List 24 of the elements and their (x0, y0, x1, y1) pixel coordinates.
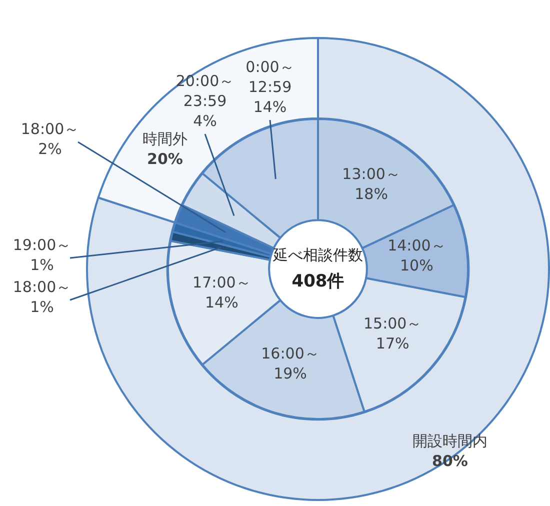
slice-label: 15:00～ (363, 314, 422, 333)
data-label: 1% (30, 256, 54, 274)
text: 408件 (292, 271, 344, 292)
slice-label: 開設時間内 (412, 432, 488, 450)
data-label: 1% (30, 298, 54, 316)
text: 延べ相談件数 (272, 246, 363, 264)
slice-label: 18:00～ (20, 120, 80, 138)
data-label: 18% (354, 184, 388, 203)
slice-label: 13:00～ (342, 164, 400, 183)
data-label: 19% (274, 364, 307, 382)
slice-label: 14:00～ (388, 236, 446, 254)
data-label: 17% (376, 334, 410, 353)
data-label: 10% (400, 256, 434, 274)
slice-label: 18:00～ (12, 278, 72, 296)
slice-label: 16:00～ (261, 344, 320, 362)
slice-label: 19:00～ (12, 236, 72, 254)
slice-label: 0:00～12:59 (246, 58, 294, 96)
data-label: 2% (38, 140, 62, 158)
data-label: 14% (253, 98, 287, 116)
slice-label: 時間外 (142, 130, 188, 148)
slice-label: 17:00～ (192, 274, 251, 292)
data-label: 14% (204, 294, 238, 312)
data-label: 20% (147, 150, 183, 168)
data-label: 4% (193, 112, 217, 130)
